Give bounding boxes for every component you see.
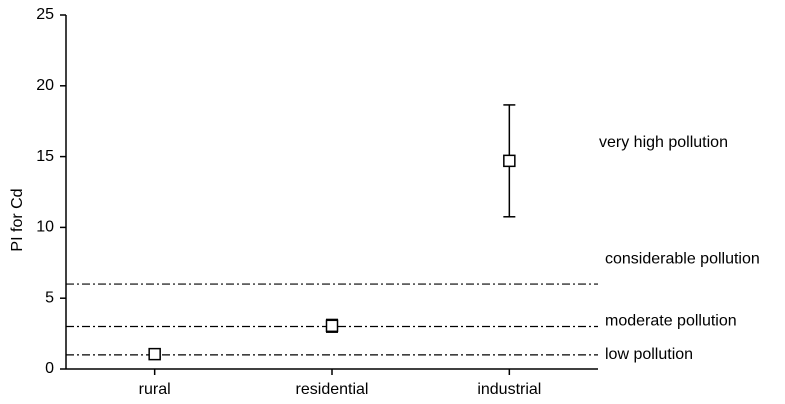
- y-tick-label: 10: [36, 219, 54, 236]
- marker: [325, 319, 339, 333]
- marker: [503, 154, 516, 168]
- y-tick-label: 25: [36, 6, 54, 23]
- marker: [148, 347, 161, 361]
- y-tick-label: 20: [36, 77, 54, 94]
- reference-label: low pollution: [605, 346, 693, 363]
- y-tick-label: 15: [36, 148, 54, 165]
- y-tick-label: 5: [45, 289, 54, 306]
- reference-label: considerable pollution: [605, 250, 760, 267]
- x-tick-label: residential: [296, 381, 369, 398]
- x-tick-label: industrial: [477, 381, 541, 398]
- annotation: very high pollution: [599, 134, 728, 151]
- x-tick-label: rural: [139, 381, 171, 398]
- y-tick-label: 0: [45, 360, 54, 377]
- y-axis-label: PI for Cd: [9, 188, 26, 251]
- reference-label: moderate pollution: [605, 313, 737, 330]
